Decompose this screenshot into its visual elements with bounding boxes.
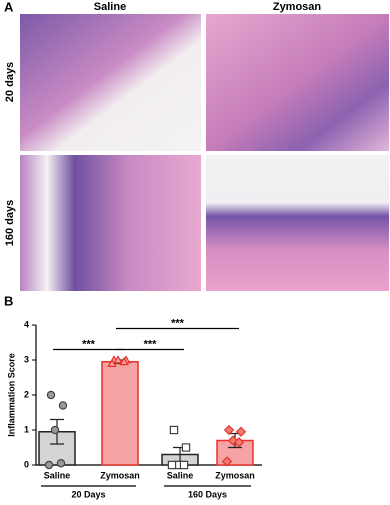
data-point bbox=[169, 425, 179, 435]
row-label: 20 days bbox=[4, 62, 16, 102]
y-tick-label: 1 bbox=[24, 424, 29, 434]
panel-label: A bbox=[4, 0, 14, 14]
panel-a: A Saline Zymosan 20 days 160 days bbox=[4, 0, 389, 291]
group-label: 20 Days bbox=[71, 489, 105, 499]
data-point bbox=[113, 355, 123, 364]
significance-label: *** bbox=[144, 338, 158, 350]
x-tick-label: Zymosan bbox=[215, 470, 255, 480]
y-tick-label: 4 bbox=[24, 319, 29, 329]
x-tick-label: Saline bbox=[44, 470, 71, 480]
data-point bbox=[119, 356, 129, 366]
x-tick-label: Zymosan bbox=[100, 470, 140, 480]
data-point bbox=[223, 424, 235, 436]
y-tick-label: 2 bbox=[24, 389, 29, 399]
data-point bbox=[46, 390, 56, 400]
bar bbox=[101, 361, 139, 466]
x-tick-label: Saline bbox=[167, 470, 194, 480]
significance-label: *** bbox=[171, 317, 185, 329]
data-point bbox=[235, 426, 247, 437]
data-point bbox=[58, 401, 68, 410]
data-point bbox=[179, 460, 189, 470]
data-point bbox=[50, 425, 60, 435]
data-point bbox=[167, 460, 177, 470]
histology-image bbox=[20, 155, 201, 291]
column-label: Zymosan bbox=[273, 1, 322, 13]
y-tick-label: 3 bbox=[24, 354, 29, 364]
panel-label: B bbox=[4, 293, 13, 308]
data-point bbox=[56, 459, 66, 468]
data-point bbox=[233, 437, 245, 448]
histology-image bbox=[206, 14, 389, 151]
row-label: 160 days bbox=[4, 200, 16, 246]
histology-image bbox=[20, 14, 201, 151]
data-point bbox=[44, 460, 54, 470]
significance-label: *** bbox=[82, 338, 96, 350]
data-point bbox=[181, 443, 191, 452]
histology-image bbox=[206, 155, 389, 291]
y-tick-label: 0 bbox=[24, 459, 29, 469]
y-axis-label: Inflammation Score bbox=[6, 353, 16, 437]
group-label: 160 Days bbox=[188, 489, 227, 499]
data-point bbox=[107, 358, 117, 367]
column-label: Saline bbox=[94, 1, 126, 13]
data-point bbox=[221, 456, 233, 467]
